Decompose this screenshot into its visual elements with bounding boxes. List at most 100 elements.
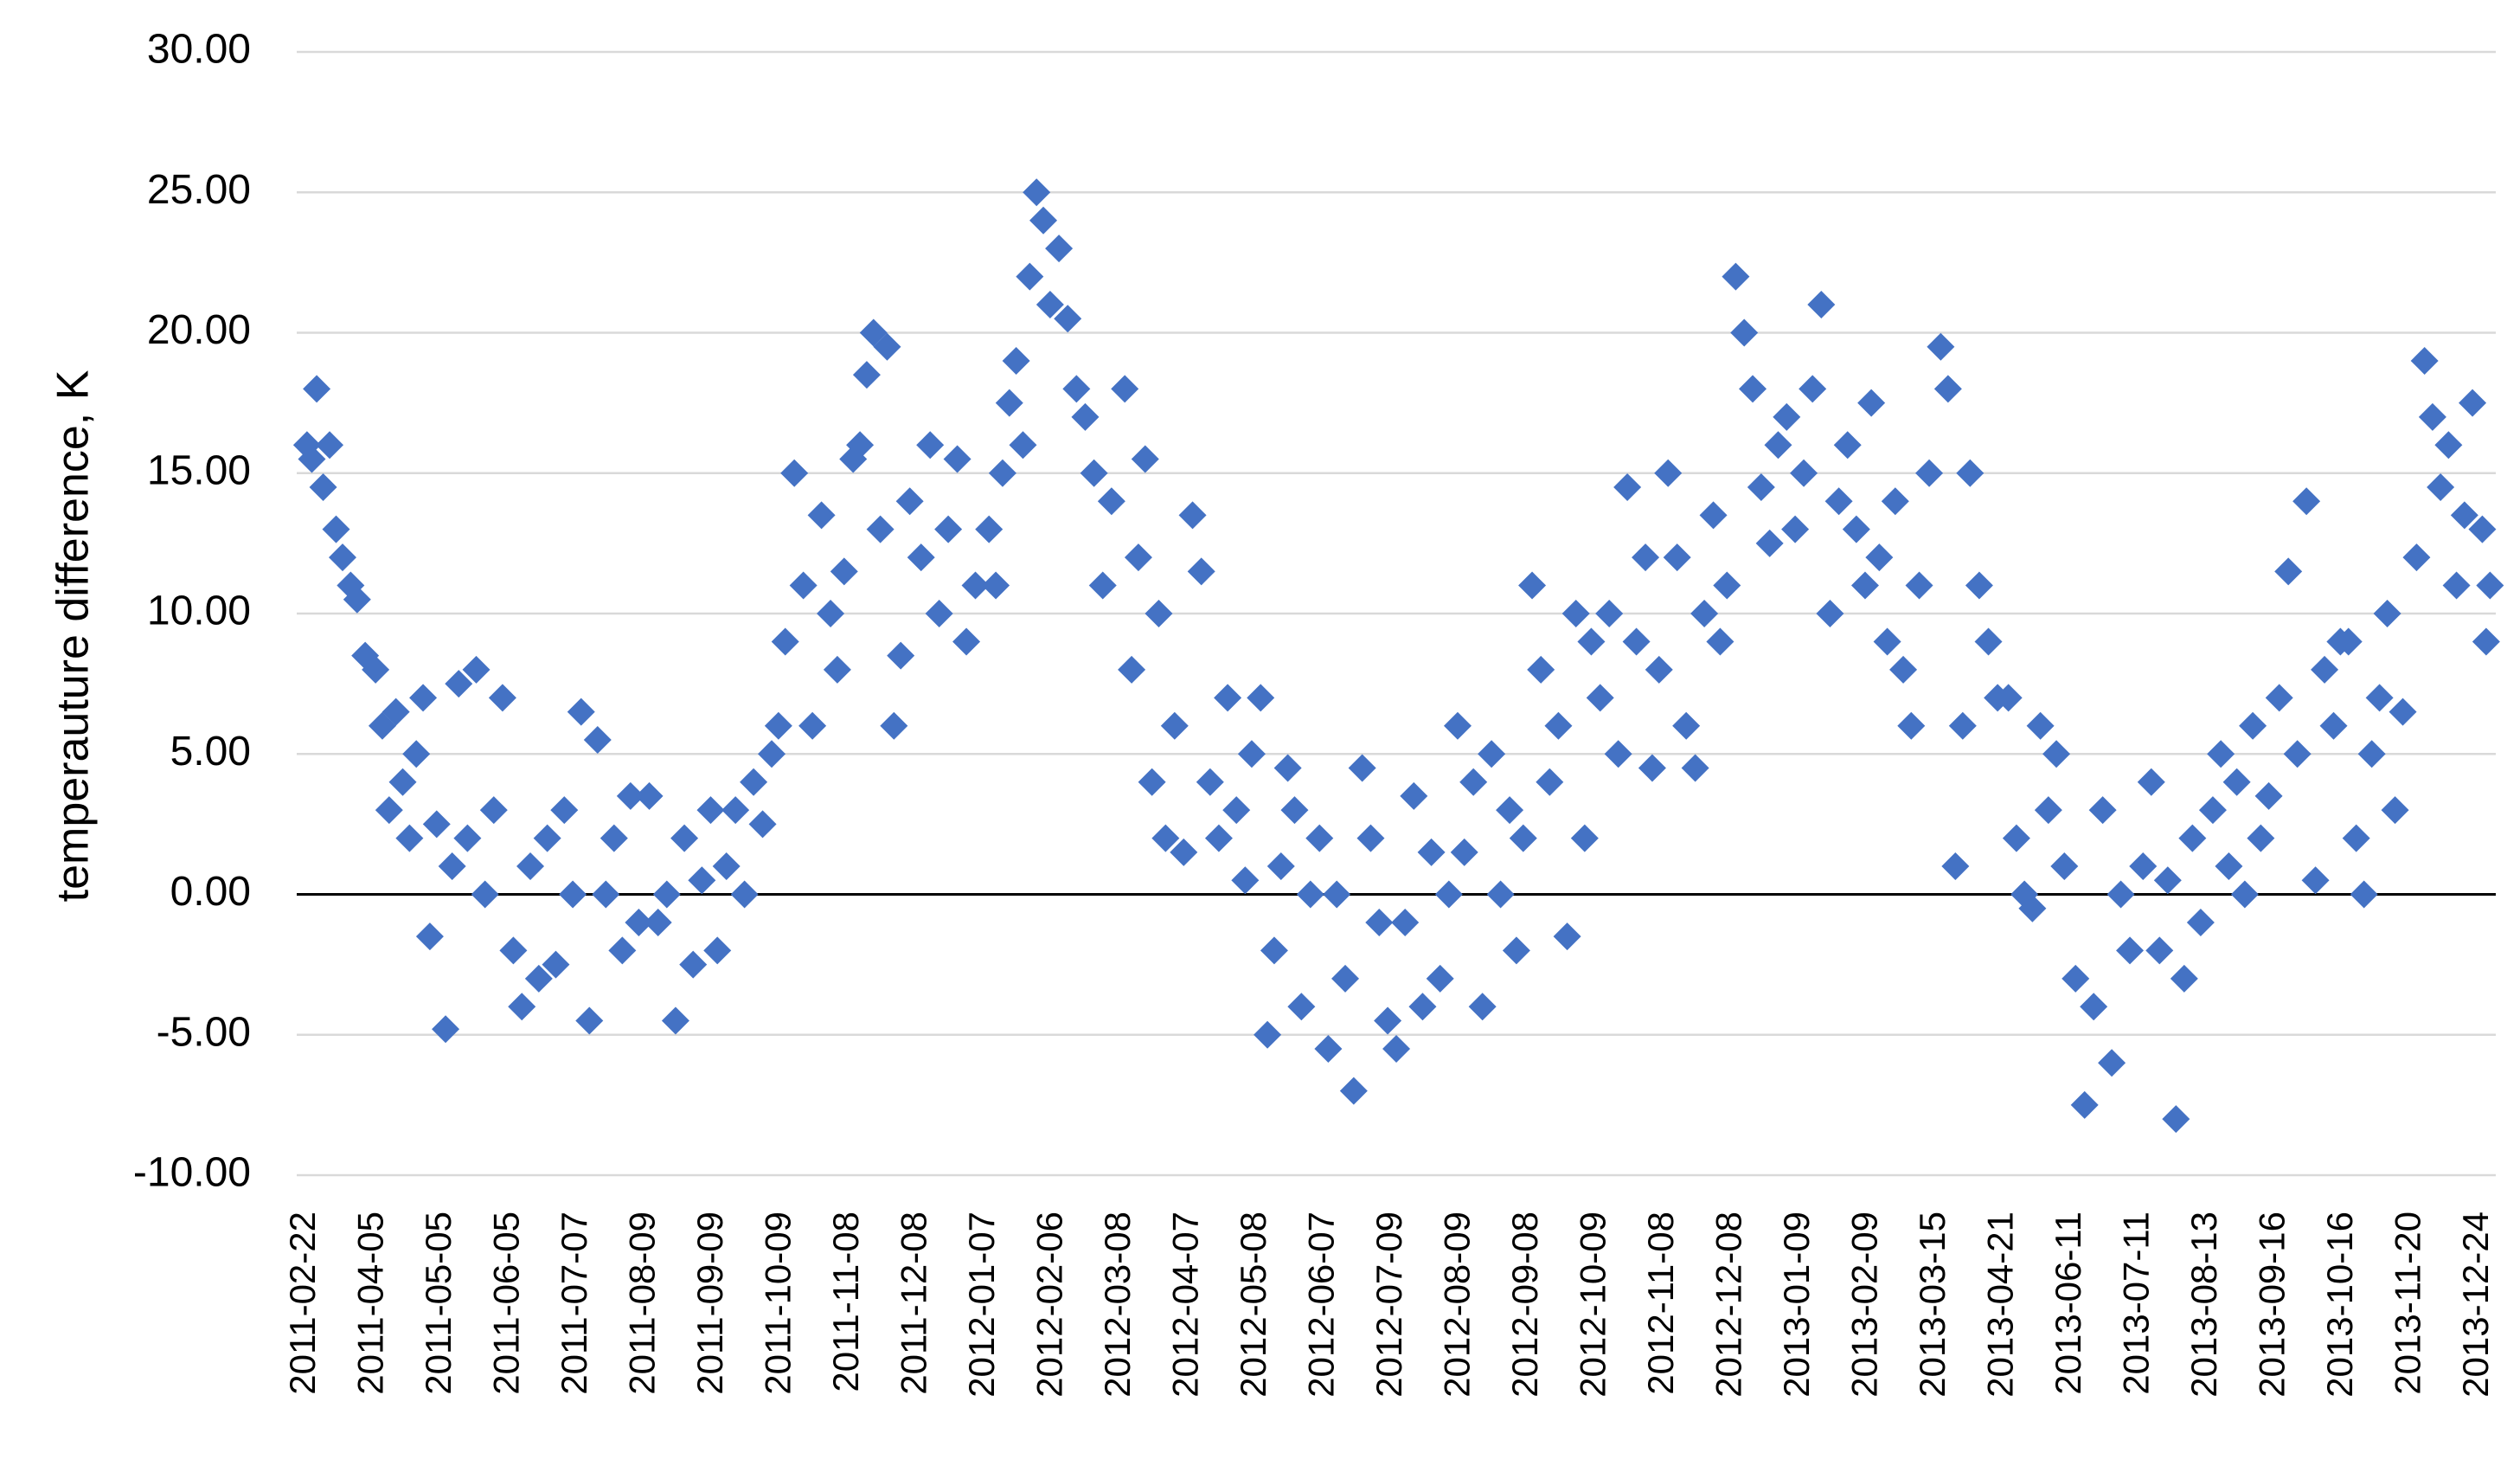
data-point (2283, 740, 2312, 768)
data-point (1160, 711, 1189, 740)
data-point (975, 515, 1004, 543)
data-point (1273, 754, 1302, 782)
data-point (2265, 684, 2293, 712)
data-point (1170, 838, 1198, 866)
data-point (1790, 459, 1818, 487)
data-point (499, 936, 528, 965)
data-point (1382, 1034, 1411, 1063)
data-point (2170, 964, 2198, 993)
data-point (740, 768, 768, 796)
data-point (2215, 852, 2243, 881)
x-tick-label: 2013-08-13 (2183, 1212, 2224, 1398)
data-point (2427, 472, 2455, 501)
data-point (866, 515, 895, 543)
x-tick-label: 2013-11-20 (2388, 1212, 2428, 1395)
x-tick-label: 2012-12-08 (1709, 1212, 1749, 1398)
data-point (1365, 908, 1394, 936)
data-point (1196, 768, 1224, 796)
data-point (608, 936, 637, 965)
data-point (2468, 515, 2497, 543)
data-point (1645, 655, 1673, 684)
data-point (1391, 908, 1420, 936)
data-point (583, 726, 612, 755)
x-tick-label: 2013-03-15 (1912, 1212, 1953, 1398)
data-point (1509, 824, 1537, 852)
data-point (1638, 754, 1666, 782)
data-point (1124, 543, 1152, 572)
data-point (2129, 852, 2158, 881)
data-point (382, 697, 410, 726)
data-point (1824, 487, 1853, 516)
data-point (1663, 543, 1691, 572)
data-point (1486, 880, 1515, 909)
x-tick-label: 2012-08-09 (1437, 1212, 1478, 1398)
data-point (748, 810, 777, 839)
data-point (644, 908, 672, 936)
data-point (2410, 346, 2439, 375)
data-point (1280, 796, 1309, 825)
data-point (1586, 684, 1614, 712)
data-point (1927, 332, 1955, 361)
data-point (1088, 571, 1117, 600)
data-point (432, 1015, 460, 1044)
data-point (2247, 824, 2275, 852)
data-point (1544, 711, 1573, 740)
data-point (982, 571, 1010, 600)
data-point (2207, 740, 2235, 768)
data-point (2357, 740, 2386, 768)
data-point (1131, 445, 1159, 473)
data-point (1613, 472, 1642, 501)
x-tick-label: 2012-10-09 (1573, 1212, 1613, 1398)
data-point (395, 824, 424, 852)
x-tick-label: 2012-03-08 (1097, 1212, 1138, 1398)
data-point (2178, 824, 2207, 852)
data-point (2472, 627, 2500, 656)
data-point (2050, 852, 2079, 881)
data-point (1459, 768, 1488, 796)
data-point (789, 571, 818, 600)
x-tick-label: 2013-04-21 (1980, 1212, 2021, 1398)
data-point (1773, 402, 1801, 431)
data-point (2162, 1105, 2190, 1134)
y-axis-title: temperauture difference, K (48, 370, 99, 902)
data-point (462, 655, 491, 684)
x-tick-label: 2012-06-07 (1301, 1212, 1342, 1398)
data-point (1260, 936, 1288, 965)
data-point (1527, 655, 1555, 684)
data-point (1016, 262, 1044, 291)
x-tick-label: 2013-09-16 (2252, 1212, 2292, 1398)
data-point (600, 824, 628, 852)
data-point (2373, 600, 2401, 627)
data-point (1889, 655, 1918, 684)
data-point (625, 908, 653, 936)
data-point (934, 515, 963, 543)
data-point (2365, 684, 2394, 712)
data-point (943, 445, 971, 473)
data-point (852, 361, 881, 389)
data-point (1577, 627, 1606, 656)
data-point (1023, 178, 1051, 207)
x-tick-label: 2011-04-05 (350, 1212, 391, 1395)
data-point (1204, 824, 1233, 852)
data-point (1187, 557, 1215, 586)
data-point (1965, 571, 1993, 600)
data-point (895, 487, 924, 516)
data-point (916, 431, 945, 460)
data-point (758, 740, 786, 768)
data-point (1595, 600, 1624, 627)
data-point (1045, 235, 1074, 263)
data-point (1314, 1034, 1343, 1063)
data-point (508, 993, 536, 1021)
data-point (488, 684, 516, 712)
x-tick-label: 2011-08-09 (622, 1212, 663, 1395)
data-point (1570, 824, 1599, 852)
data-point (1799, 375, 1827, 403)
data-point (453, 824, 482, 852)
data-point (2034, 796, 2062, 825)
data-point (1151, 824, 1180, 852)
data-point (1622, 627, 1651, 656)
data-point (1214, 684, 1242, 712)
data-point (2389, 697, 2417, 726)
data-point (2042, 740, 2071, 768)
